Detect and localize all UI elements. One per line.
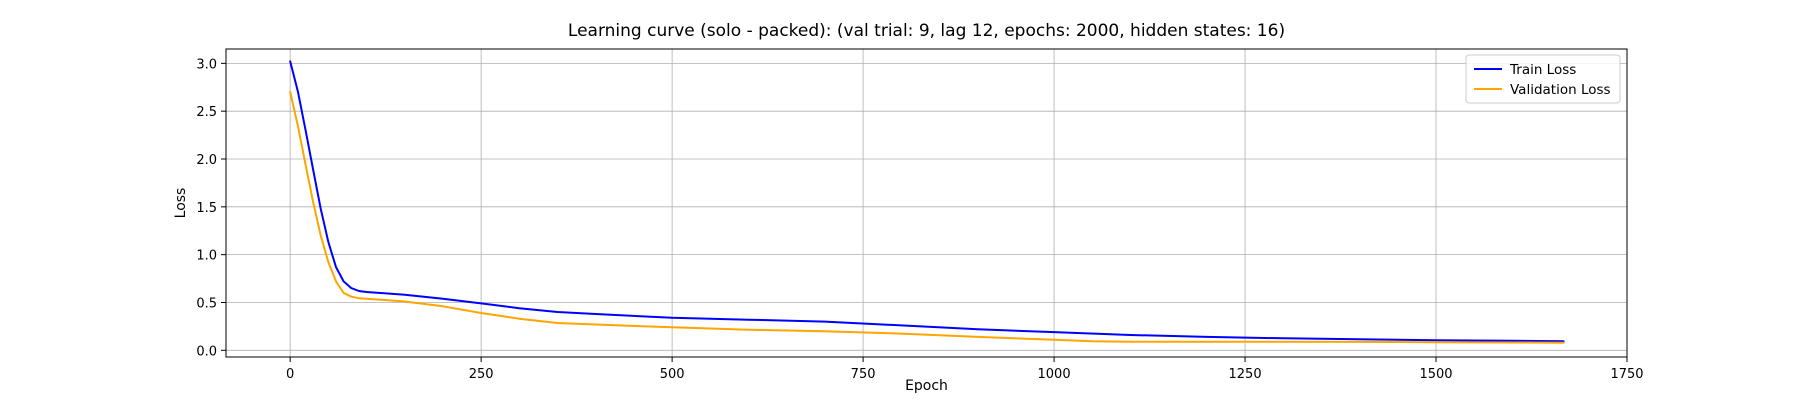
x-tick-label: 250 [469,367,494,382]
y-tick-label: 3.0 [196,57,217,72]
legend: Train Loss Validation Loss [1465,54,1621,104]
y-tick-label: 0.5 [196,296,217,311]
ticks: 0 250 500 750 1000 1250 1500 1750 0.0 0.5 1.0 1.5 2.… [196,57,1643,382]
x-axis-label: Epoch [905,378,948,394]
y-tick-label: 1.0 [196,249,217,264]
y-tick-label: 2.0 [196,153,217,168]
x-tick-label: 500 [660,367,685,382]
legend-entry-label: Validation Loss [1510,82,1611,98]
x-tick-label: 1750 [1610,367,1643,382]
series-layer [289,60,1565,344]
x-tick-label: 1250 [1229,367,1262,382]
chart-title: Learning curve (solo - packed): (val tri… [568,21,1285,41]
x-tick-label: 1000 [1038,367,1071,382]
x-tick-label: 750 [851,367,876,382]
y-tick-label: 2.5 [196,105,217,120]
legend-entry-label: Train Loss [1509,62,1576,78]
y-tick-label: 1.5 [196,201,217,216]
series-line-train-loss [289,60,1565,343]
series-line-validation-loss [289,91,1565,344]
plot-frame [225,48,1628,358]
legend-box [1465,54,1621,104]
y-axis-label: Loss [173,188,189,219]
x-tick-label: 0 [286,367,294,382]
x-tick-label: 1500 [1419,367,1452,382]
y-tick-label: 0.0 [196,344,217,359]
